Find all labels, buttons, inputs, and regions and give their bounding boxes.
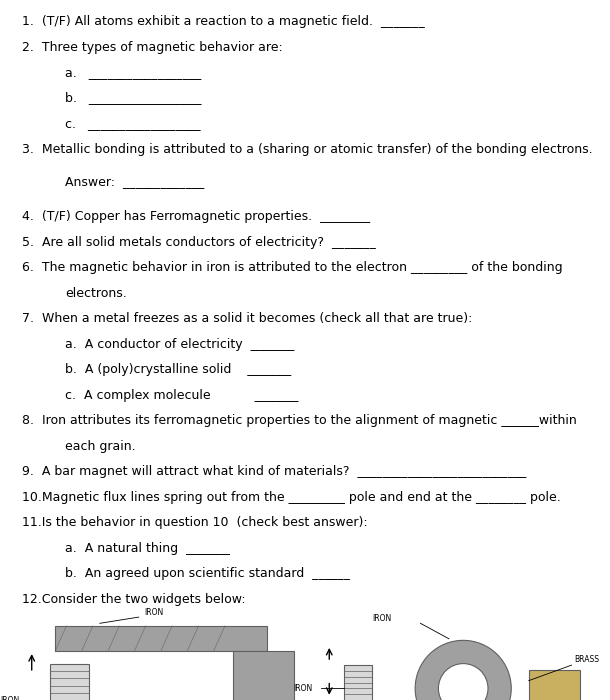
FancyBboxPatch shape [343,665,372,700]
Text: 11.Is the behavior in question 10  (check best answer):: 11.Is the behavior in question 10 (check… [22,517,368,529]
Text: b.   __________________: b. __________________ [65,92,201,104]
Text: 9.  A bar magnet will attract what kind of materials?  _________________________: 9. A bar magnet will attract what kind o… [22,466,526,478]
Text: 1.  (T/F) All atoms exhibit a reaction to a magnetic field.  _______: 1. (T/F) All atoms exhibit a reaction to… [22,15,425,28]
Text: 7.  When a metal freezes as a solid it becomes (check all that are true):: 7. When a metal freezes as a solid it be… [22,312,472,326]
Text: Answer:  _____________: Answer: _____________ [65,175,204,188]
Text: 12.Consider the two widgets below:: 12.Consider the two widgets below: [22,593,246,606]
Text: each grain.: each grain. [65,440,135,453]
Text: IRON: IRON [372,615,391,623]
Circle shape [415,640,511,700]
Text: 4.  (T/F) Copper has Ferromagnetic properties.  ________: 4. (T/F) Copper has Ferromagnetic proper… [22,210,370,223]
Text: 6.  The magnetic behavior in iron is attributed to the electron _________ of the: 6. The magnetic behavior in iron is attr… [22,261,562,274]
Text: b.  A (poly)crystalline solid    _______: b. A (poly)crystalline solid _______ [65,363,291,377]
Text: electrons.: electrons. [65,287,127,300]
Text: 3.  Metallic bonding is attributed to a (sharing or atomic transfer) of the bond: 3. Metallic bonding is attributed to a (… [22,143,593,155]
Text: c.  A complex molecule           _______: c. A complex molecule _______ [65,389,298,402]
FancyBboxPatch shape [529,670,580,700]
Text: b.  An agreed upon scientific standard  ______: b. An agreed upon scientific standard __… [65,567,350,580]
Text: BRASS: BRASS [575,654,600,664]
Text: 10.Magnetic flux lines spring out from the _________ pole and end at the _______: 10.Magnetic flux lines spring out from t… [22,491,561,504]
Text: 8.  Iron attributes its ferromagnetic properties to the alignment of magnetic __: 8. Iron attributes its ferromagnetic pro… [22,414,576,427]
Text: 2.  Three types of magnetic behavior are:: 2. Three types of magnetic behavior are: [22,41,283,53]
FancyBboxPatch shape [56,626,267,650]
Text: IRON: IRON [145,608,163,617]
Text: IRON: IRON [0,696,20,700]
FancyBboxPatch shape [50,664,88,700]
Text: c.   __________________: c. __________________ [65,117,201,130]
Text: IRON: IRON [293,684,312,693]
Text: 5.  Are all solid metals conductors of electricity?  _______: 5. Are all solid metals conductors of el… [22,236,376,248]
Text: a.  A natural thing  _______: a. A natural thing _______ [65,542,230,555]
FancyBboxPatch shape [233,650,295,700]
Text: a.  A conductor of electricity  _______: a. A conductor of electricity _______ [65,338,295,351]
Text: a.   __________________: a. __________________ [65,66,201,79]
Circle shape [439,664,488,700]
